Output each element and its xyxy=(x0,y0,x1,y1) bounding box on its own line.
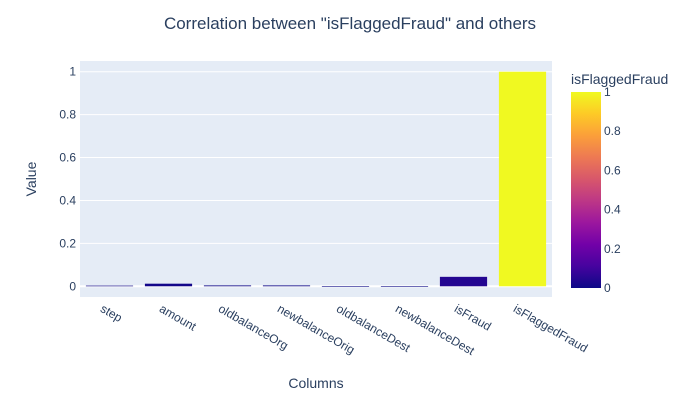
colorbar-ticks: 0 0.2 0.4 0.6 0.8 1 xyxy=(604,85,621,295)
bar-isFraud xyxy=(439,276,488,287)
bar-newbalanceDest xyxy=(380,286,429,287)
y-axis-ticks: 0 0.2 0.4 0.6 0.8 1 xyxy=(59,65,76,294)
colorbar-tick-label: 0.2 xyxy=(604,242,621,256)
y-tick-label: 0.6 xyxy=(59,151,76,165)
colorbar-tick-label: 0.4 xyxy=(604,203,621,217)
colorbar-tick-label: 0.8 xyxy=(604,124,621,138)
y-tick-label: 0 xyxy=(69,279,76,293)
bar-oldbalanceOrg xyxy=(203,285,252,287)
colorbar-tick-label: 1 xyxy=(604,85,611,99)
bar-newbalanceOrig xyxy=(262,285,311,287)
y-tick-label: 0.2 xyxy=(59,236,76,250)
colorbar-title: isFlaggedFraud xyxy=(571,71,668,87)
x-axis-title: Columns xyxy=(288,375,343,391)
bar-oldbalanceDest xyxy=(321,286,370,287)
bar-amount xyxy=(144,283,193,287)
y-tick-label: 0.8 xyxy=(59,108,76,122)
colorbar xyxy=(571,92,601,288)
y-axis-title: Value xyxy=(23,161,39,196)
colorbar-tick-label: 0 xyxy=(604,281,611,295)
plot-area xyxy=(80,61,552,297)
colorbar-tick-label: 0.6 xyxy=(604,163,621,177)
bar-isFlaggedFraud xyxy=(498,71,547,287)
chart-title: Correlation between "isFlaggedFraud" and… xyxy=(164,14,536,33)
y-tick-label: 1 xyxy=(69,65,76,79)
bar-step xyxy=(85,285,134,287)
bars xyxy=(85,71,547,287)
y-tick-label: 0.4 xyxy=(59,193,76,207)
